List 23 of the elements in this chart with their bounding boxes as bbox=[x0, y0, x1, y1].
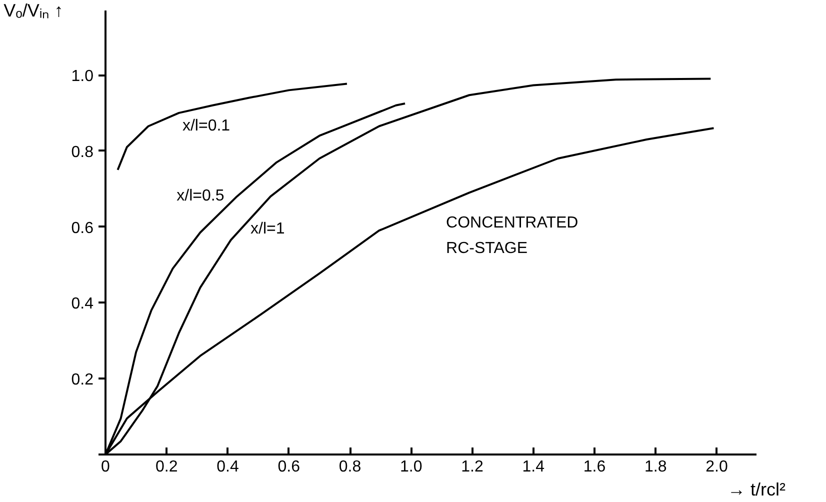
x-tick-label: 1.4 bbox=[522, 458, 545, 476]
y-tick-label: 0.6 bbox=[71, 220, 94, 237]
x-tick-label: 2.0 bbox=[706, 458, 728, 476]
y-axis-title: Vₒ/Vᵢₙ ↑ bbox=[4, 0, 64, 20]
x-tick-label: 1.2 bbox=[461, 458, 484, 476]
x-axis-title: → t/rcl² bbox=[728, 480, 786, 500]
x-tick-label: 1.6 bbox=[583, 458, 606, 476]
x-tick-label: 0.4 bbox=[216, 458, 239, 476]
y-tick-label: 0.8 bbox=[71, 144, 94, 161]
y-tick-label: 0.2 bbox=[71, 372, 94, 389]
series-label: CONCENTRATED RC-STAGE bbox=[446, 214, 578, 258]
line-series bbox=[116, 82, 348, 171]
x-tick-label: 0 bbox=[101, 458, 110, 476]
series-label: x/l=0.1 bbox=[182, 117, 230, 134]
x-tick-label: 1.8 bbox=[644, 458, 667, 476]
y-tick-label: 0.4 bbox=[71, 296, 94, 313]
x-tick-label: 0.6 bbox=[278, 458, 300, 476]
series-label: x/l=0.5 bbox=[176, 188, 224, 204]
x-tick-label: 0.8 bbox=[338, 458, 362, 476]
series-label: x/l=1 bbox=[250, 220, 285, 238]
x-tick-label: 1.0 bbox=[400, 458, 422, 476]
y-tick-label: 1.0 bbox=[71, 68, 94, 86]
x-tick-label: 0.2 bbox=[156, 458, 178, 476]
